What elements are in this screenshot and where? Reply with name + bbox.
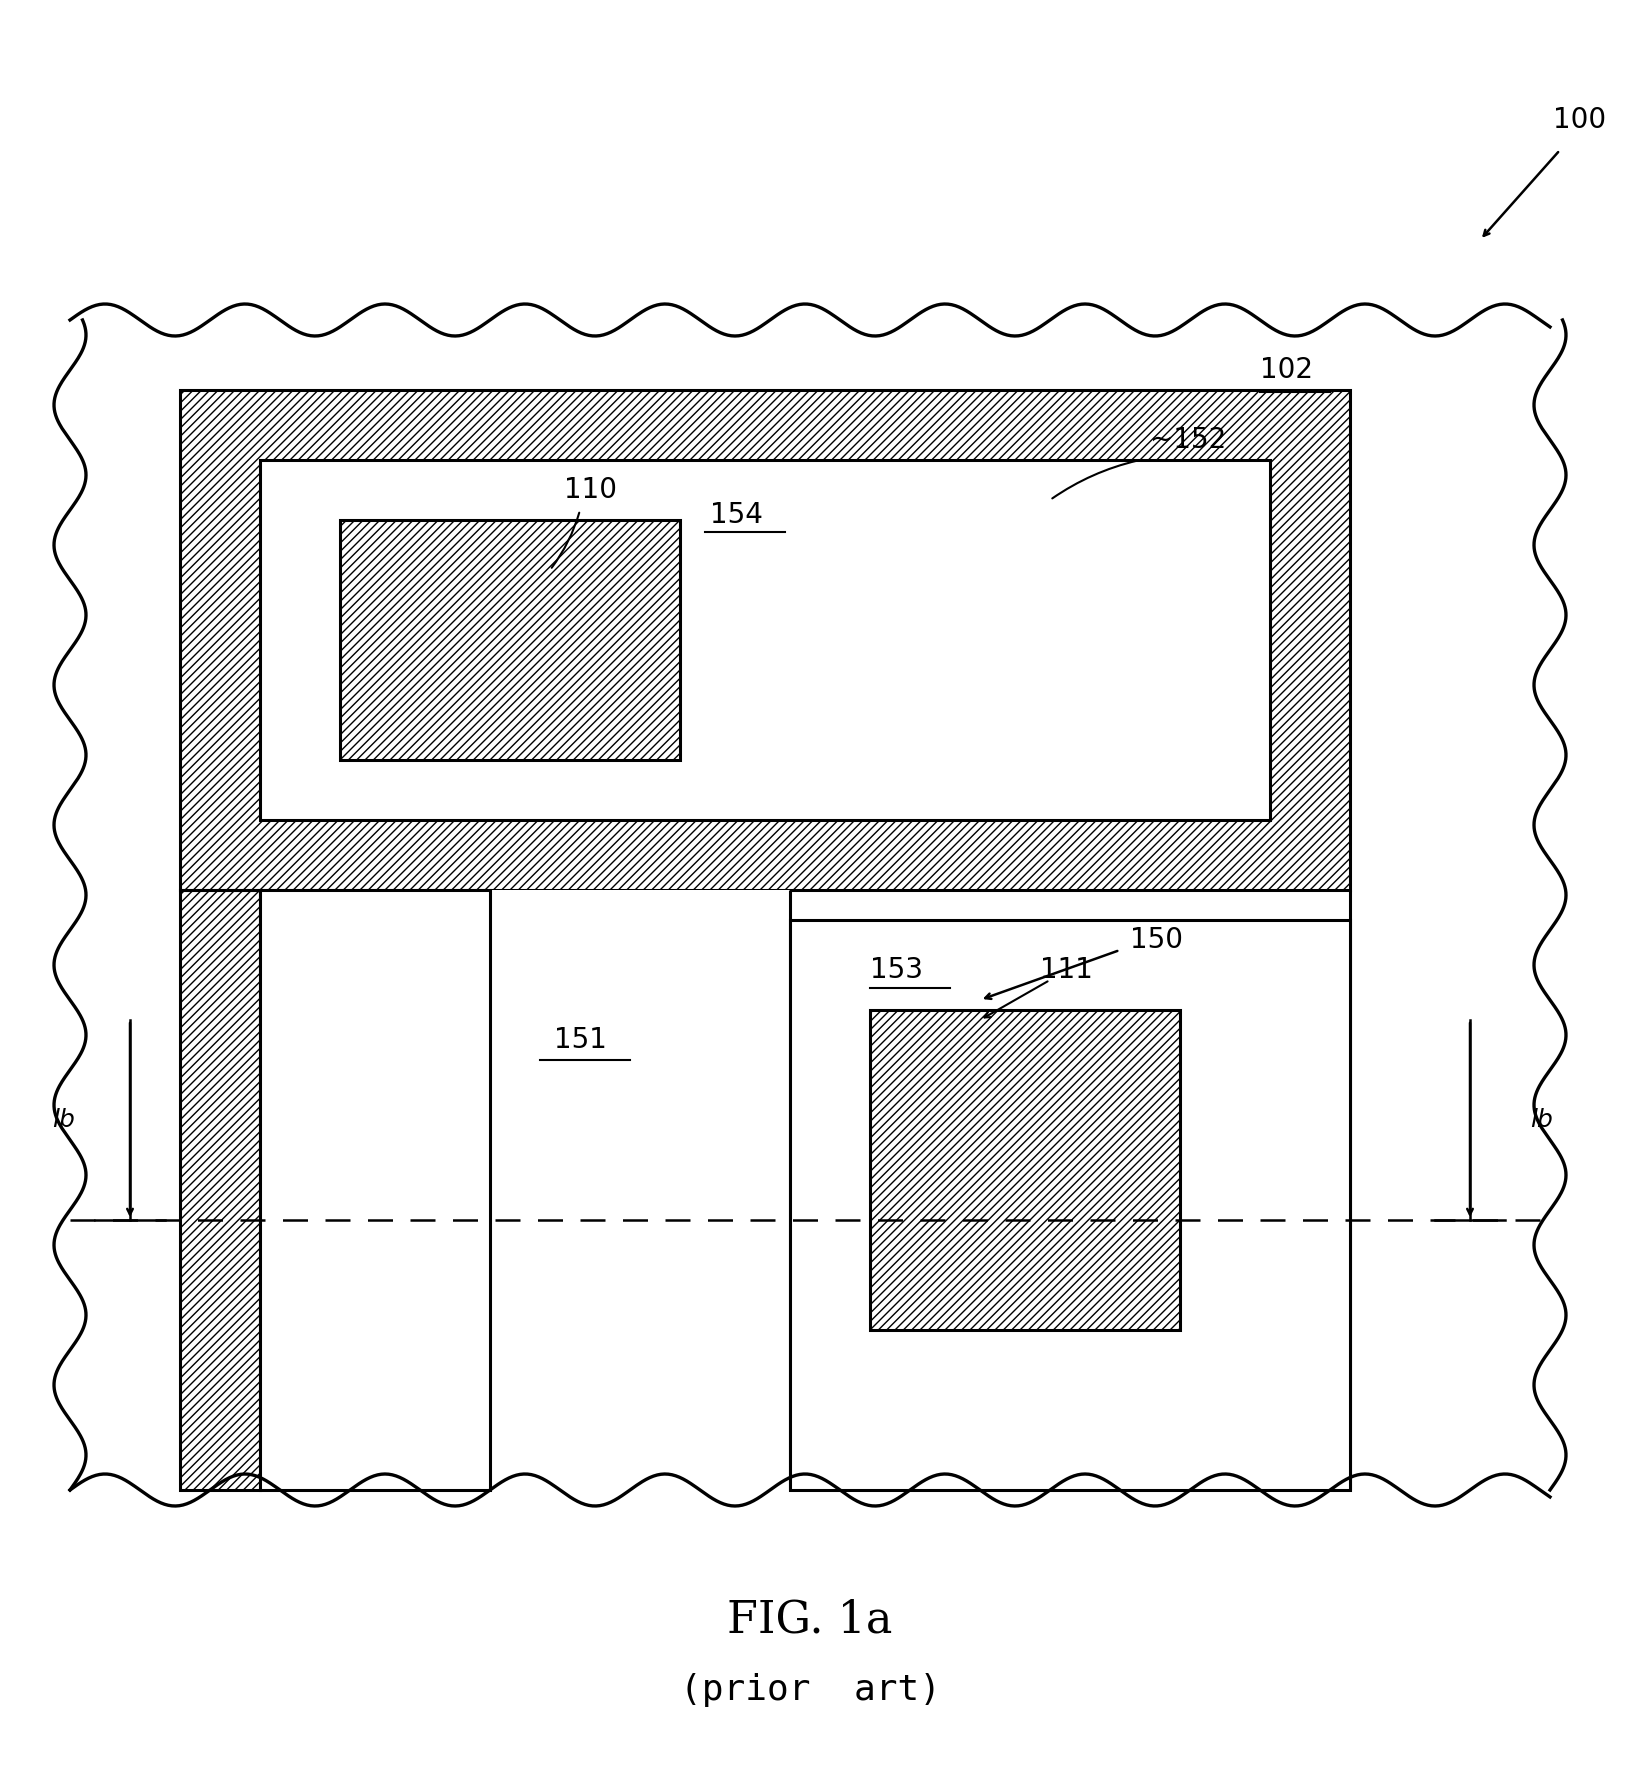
Text: lb: lb: [52, 1108, 75, 1133]
Bar: [790, 820, 1350, 1490]
Bar: [260, 460, 1269, 820]
Bar: [70, 320, 1550, 1490]
Text: FIG. 1a: FIG. 1a: [727, 1598, 893, 1641]
Text: 154: 154: [709, 501, 763, 529]
Text: 151: 151: [554, 1027, 606, 1053]
Bar: [260, 820, 490, 1490]
Bar: [260, 460, 1269, 820]
Text: 150: 150: [1130, 926, 1183, 954]
Text: ~152: ~152: [1150, 427, 1227, 453]
Text: (prior  art): (prior art): [680, 1673, 940, 1706]
Bar: [260, 890, 490, 1490]
Bar: [870, 1011, 1179, 1329]
Text: 102: 102: [1260, 356, 1314, 384]
Bar: [790, 920, 1350, 1490]
Bar: [490, 890, 790, 1490]
Text: 153: 153: [870, 956, 922, 984]
Text: 100: 100: [1553, 106, 1607, 135]
Bar: [180, 890, 260, 1490]
Text: 111: 111: [1040, 956, 1093, 984]
Bar: [180, 389, 1350, 890]
Text: lb: lb: [1530, 1108, 1553, 1133]
Bar: [341, 520, 680, 759]
Text: 110: 110: [563, 476, 616, 504]
